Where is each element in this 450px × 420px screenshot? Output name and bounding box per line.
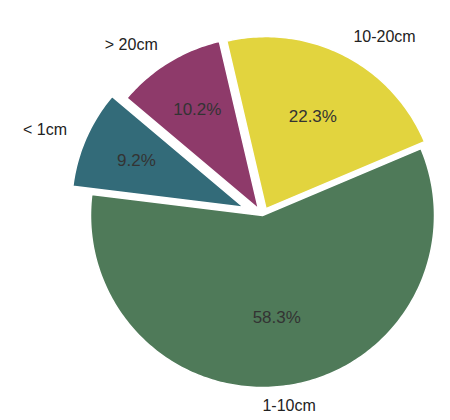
svg-text:10-20cm: 10-20cm	[353, 28, 415, 45]
svg-text:9.2%: 9.2%	[117, 151, 156, 170]
svg-text:< 1cm: < 1cm	[23, 121, 67, 138]
svg-text:> 20cm: > 20cm	[105, 36, 158, 53]
svg-text:22.3%: 22.3%	[289, 107, 337, 126]
svg-text:10.2%: 10.2%	[173, 100, 221, 119]
svg-text:58.3%: 58.3%	[253, 308, 301, 327]
svg-text:1-10cm: 1-10cm	[262, 397, 315, 414]
